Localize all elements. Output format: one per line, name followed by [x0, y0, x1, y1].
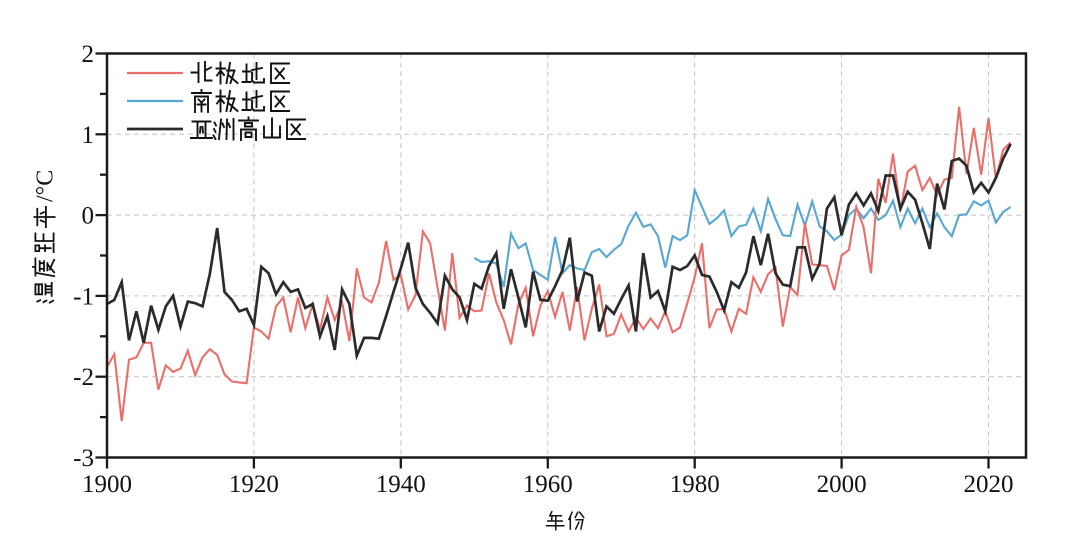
svg-text:1: 1 [82, 122, 95, 149]
svg-text:2000: 2000 [817, 471, 867, 498]
svg-text:-1: -1 [73, 283, 94, 310]
svg-text:1960: 1960 [523, 471, 573, 498]
svg-text:1900: 1900 [82, 471, 132, 498]
svg-text:1980: 1980 [670, 471, 720, 498]
svg-text:1920: 1920 [229, 471, 279, 498]
svg-text:-2: -2 [73, 364, 94, 391]
svg-text:2020: 2020 [964, 471, 1014, 498]
svg-text:/°C: /°C [33, 170, 59, 202]
svg-text:0: 0 [82, 203, 95, 230]
svg-text:1940: 1940 [376, 471, 426, 498]
svg-text:-3: -3 [73, 445, 94, 472]
svg-text:2: 2 [82, 41, 95, 68]
